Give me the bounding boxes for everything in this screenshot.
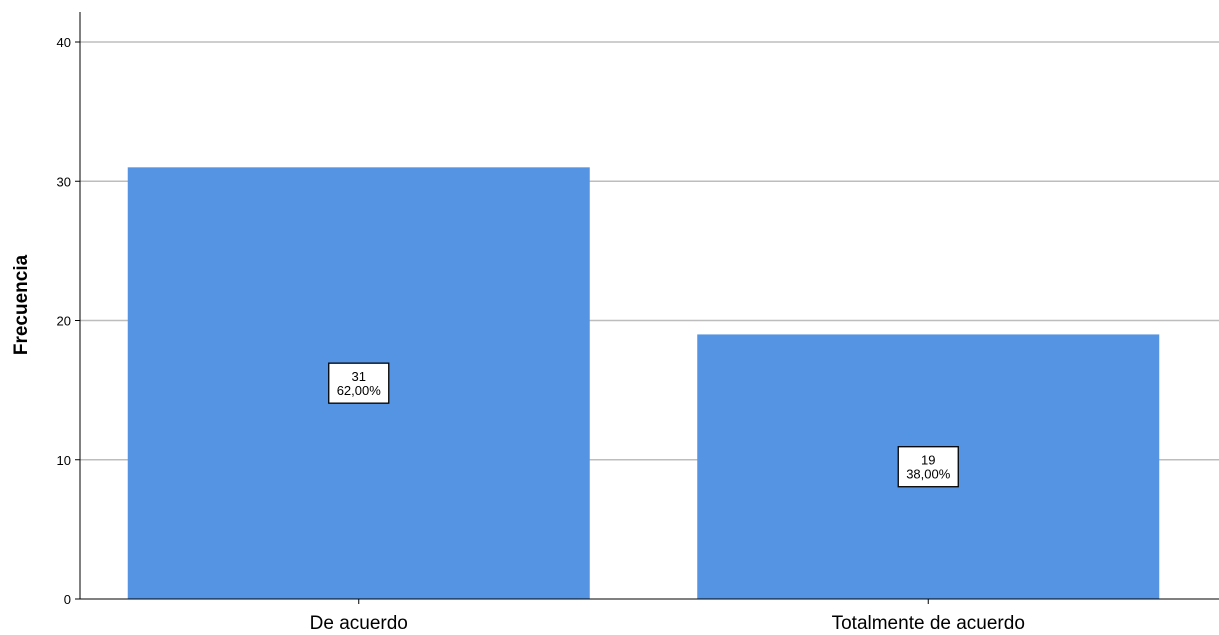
data-label-box: [328, 362, 390, 404]
y-tick-label: 10: [57, 453, 71, 468]
data-label-percent: 62,00%: [337, 383, 382, 398]
y-tick-label: 30: [57, 174, 71, 189]
y-tick-label: 0: [64, 592, 71, 607]
y-tick-label: 40: [57, 35, 71, 50]
x-tick-label: De acuerdo: [310, 613, 408, 634]
y-tick-label: 20: [57, 314, 71, 329]
data-label-count: 31: [352, 369, 366, 384]
data-label-percent: 38,00%: [906, 467, 951, 482]
x-tick-label: Totalmente de acuerdo: [832, 613, 1025, 634]
data-label-box: [897, 446, 959, 488]
bars: [127, 167, 1160, 599]
y-axis-label: Frecuencia: [11, 254, 32, 355]
data-label-count: 19: [921, 453, 935, 468]
axes: 0 10 20 30 40 De acuerdo Totalmente de acuerdo: [57, 12, 1219, 634]
